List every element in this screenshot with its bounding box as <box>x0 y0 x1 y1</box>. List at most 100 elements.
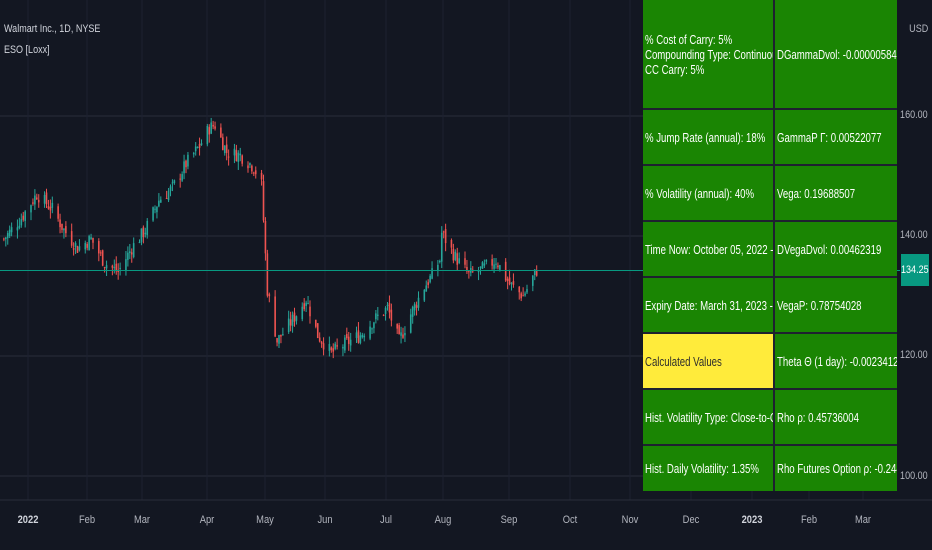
table-cell-vegap: VegaP: 0.78754028 <box>775 278 897 332</box>
candle-body <box>183 161 185 174</box>
candle-body <box>278 335 280 344</box>
candle-body <box>384 307 387 314</box>
candle-body <box>132 243 135 257</box>
candle-body <box>24 211 26 221</box>
candle-body <box>138 242 141 244</box>
candle-body <box>65 226 67 234</box>
candle-body <box>369 326 371 339</box>
candle-body <box>36 197 38 200</box>
candle-body <box>70 231 73 246</box>
candle-body <box>301 306 304 320</box>
candle-body <box>200 143 203 146</box>
candle-body <box>142 227 145 238</box>
candle-body <box>3 238 5 240</box>
candle-body <box>491 259 493 266</box>
candle-body <box>495 263 497 265</box>
candle-body <box>328 343 331 351</box>
candle-body <box>156 206 158 213</box>
price-label-100: 100.00 <box>900 470 928 482</box>
symbol-title[interactable]: Walmart Inc., 1D, NYSE <box>4 23 101 35</box>
candle-body <box>119 267 121 269</box>
time-label-oct: Oct <box>562 514 578 526</box>
candle-body <box>361 334 364 338</box>
candle-body <box>146 220 149 236</box>
candle-body <box>402 334 404 338</box>
candle-body <box>289 319 292 326</box>
candle-body <box>51 202 54 208</box>
candle-body <box>22 215 25 220</box>
candle-body <box>20 219 23 226</box>
candle-body <box>293 312 296 322</box>
table-cell-gammap: GammaP Γ: 0.00522077 <box>775 110 897 164</box>
candle-body <box>520 293 522 299</box>
candle-body <box>10 227 13 233</box>
candle-body <box>346 334 348 339</box>
candle-body <box>357 330 360 343</box>
currency-label: USD <box>908 23 928 35</box>
candle-body <box>90 237 92 240</box>
candle-body <box>45 192 48 205</box>
candle-body <box>309 306 311 317</box>
eso-values-table: % Cost of Carry: 5% Compounding Type: Co… <box>643 0 897 491</box>
candle-body <box>63 228 65 231</box>
candle-body <box>237 152 240 162</box>
candle-body <box>439 261 441 263</box>
candle-body <box>115 263 118 272</box>
candle-body <box>198 143 201 148</box>
candle-body <box>398 325 400 335</box>
candle-body <box>316 323 319 338</box>
candle-body <box>522 295 524 297</box>
candle-body <box>130 252 133 255</box>
candle-body <box>59 219 61 228</box>
candle-body <box>458 258 460 264</box>
candle-body <box>518 286 521 293</box>
candle-body <box>274 296 276 337</box>
candle-body <box>307 303 309 305</box>
candle-body <box>466 267 468 272</box>
time-label-sep: Sep <box>500 514 518 526</box>
candle-body <box>5 237 7 240</box>
candle-body <box>223 145 226 154</box>
candle-body <box>332 348 335 352</box>
candle-body <box>280 334 282 337</box>
candle-body <box>411 306 414 317</box>
candle-body <box>417 297 420 308</box>
candle-body <box>485 259 488 262</box>
candle-body <box>225 144 228 153</box>
candle-body <box>282 334 284 336</box>
candle-body <box>524 293 526 296</box>
indicator-title[interactable]: ESO [Loxx] <box>4 44 50 56</box>
candle-body <box>227 156 230 158</box>
candle-body <box>6 233 9 239</box>
candle-body <box>499 265 501 270</box>
price-label-120: 120.00 <box>900 349 928 361</box>
table-cell-dvegadvol: DVegaDvol: 0.00462319 <box>775 222 897 276</box>
candle-body <box>57 206 59 219</box>
candle-body <box>8 229 11 237</box>
candle-body <box>99 252 102 254</box>
candle-body <box>483 263 486 266</box>
table-cell-theta: Theta Θ (1 day): -0.00234125 <box>775 334 897 388</box>
candle-body <box>295 316 298 321</box>
candle-body <box>390 309 393 321</box>
candle-body <box>363 335 366 338</box>
time-label-jul: Jul <box>380 514 392 526</box>
candle-body <box>144 232 147 235</box>
candle-body <box>268 294 271 297</box>
candle-body <box>194 146 197 152</box>
candle-body <box>396 324 398 329</box>
candle-body <box>347 336 350 344</box>
candle-body <box>456 253 459 265</box>
candle-body <box>264 220 267 254</box>
candle-body <box>76 246 79 253</box>
candle-body <box>510 282 513 284</box>
candle-body <box>336 345 338 347</box>
candle-body <box>382 314 385 316</box>
candle-body <box>413 303 416 311</box>
candle-body <box>249 163 251 166</box>
candle-body <box>160 199 162 203</box>
candle-body <box>303 303 305 310</box>
candle-body <box>34 195 36 205</box>
candle-body <box>111 265 114 268</box>
